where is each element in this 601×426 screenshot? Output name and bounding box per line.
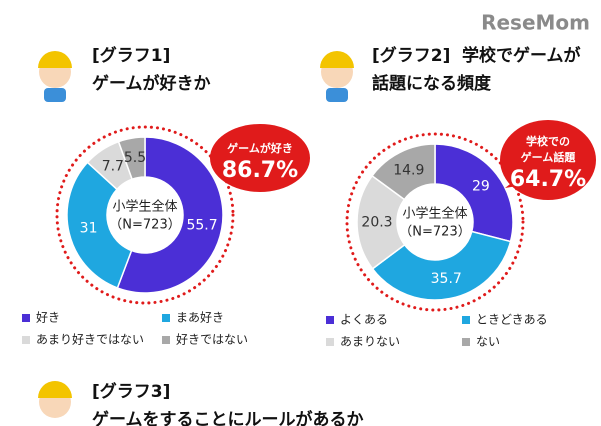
- legend-swatch: [162, 314, 170, 322]
- chart-title: 話題になる頻度: [372, 73, 492, 94]
- callout-text: 86.7%: [222, 158, 298, 183]
- callout: [210, 124, 310, 192]
- legend-label: まあ好き: [176, 311, 224, 325]
- callout-text: 学校での: [526, 134, 570, 148]
- legend-swatch: [326, 316, 334, 324]
- center-label: 小学生全体: [402, 206, 467, 222]
- legend-label: 好き: [36, 311, 60, 325]
- legend-label: ない: [476, 335, 500, 349]
- donut-segment: [371, 143, 436, 201]
- legend-label: ときどきある: [476, 313, 548, 327]
- legend-label: あまり好きではない: [36, 333, 144, 347]
- legend-swatch: [326, 338, 334, 346]
- legend-label: よくある: [340, 313, 388, 327]
- donut-segment: [116, 136, 224, 294]
- callout-text: 64.7%: [510, 167, 586, 192]
- kid-icon: [38, 51, 72, 102]
- data-label: 14.9: [393, 162, 424, 178]
- dotted-ring: [55, 125, 235, 305]
- chart-title: 学校でゲームが: [462, 45, 581, 66]
- callout: [500, 120, 596, 200]
- legend-swatch: [462, 316, 470, 324]
- logo: ReseMom: [481, 11, 590, 35]
- chart-tag: [グラフ2]: [372, 45, 450, 66]
- data-label: 29: [472, 178, 490, 194]
- legend-label: 好きではない: [176, 333, 248, 347]
- legend-swatch: [462, 338, 470, 346]
- center-label: 小学生全体: [112, 199, 177, 215]
- legend-swatch: [22, 314, 30, 322]
- data-label: 5.5: [124, 150, 146, 166]
- donut-segment: [434, 143, 514, 243]
- center-label: （N=723）: [399, 225, 470, 240]
- section-title: ゲームをすることにルールがあるか: [92, 409, 364, 426]
- data-label: 7.7: [102, 159, 124, 175]
- chart-tag: [グラフ1]: [92, 45, 170, 66]
- section-tag: [グラフ3]: [92, 381, 170, 402]
- donut-segment: [66, 161, 133, 289]
- kid-icon: [320, 51, 354, 102]
- kid-icon: [38, 381, 72, 418]
- legend-swatch: [22, 336, 30, 344]
- chart-title: ゲームが好きか: [92, 73, 211, 94]
- data-label: 31: [80, 220, 98, 236]
- donut-segment: [117, 136, 146, 181]
- data-label: 20.3: [361, 214, 392, 230]
- legend-swatch: [162, 336, 170, 344]
- callout-text: ゲームが好き: [227, 141, 293, 155]
- data-label: 35.7: [431, 271, 462, 287]
- data-label: 55.7: [186, 217, 217, 233]
- callout-text: ゲーム話題: [521, 150, 577, 164]
- legend-label: あまりない: [340, 335, 400, 349]
- donut-segment: [371, 230, 512, 301]
- dotted-ring: [345, 132, 525, 312]
- center-label: （N=723）: [109, 218, 180, 233]
